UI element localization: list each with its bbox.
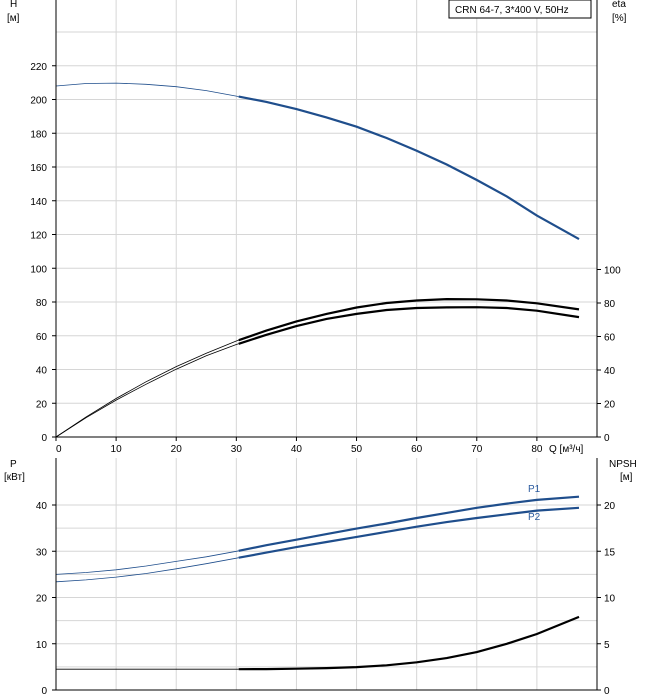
power-tick-label-3: 30 — [36, 547, 48, 558]
text-layer: CRN 64-7, 3*400 V, 50Hz H [м] eta [%] Q … — [4, 0, 637, 697]
flow-tick-label-4: 40 — [291, 444, 303, 455]
head-tick-label-1: 20 — [36, 399, 48, 410]
flow-tick-label-3: 30 — [231, 444, 243, 455]
eta-2-curve-extended — [55, 343, 239, 438]
eta-axis-unit: [%] — [612, 13, 627, 24]
power-tick-label-4: 40 — [36, 501, 48, 512]
title-box — [448, 0, 592, 19]
head-curve-extended — [55, 82, 239, 97]
eta-tick-label-3: 60 — [604, 333, 616, 344]
chart-title: CRN 64-7, 3*400 V, 50Hz — [455, 5, 569, 16]
npsh-tick-label-1: 5 — [604, 640, 610, 651]
flow-tick-label-5: 50 — [351, 444, 363, 455]
eta-tick-label-5: 100 — [604, 266, 621, 277]
power-axis-label: P — [10, 459, 17, 470]
eta-1-curve-operating — [238, 297, 580, 342]
npsh-axis-unit: [м] — [620, 472, 633, 483]
npsh-tick-label-4: 20 — [604, 501, 616, 512]
head-tick-label-3: 60 — [36, 332, 48, 343]
p1-series-label: P1 — [528, 484, 541, 495]
flow-tick-label-2: 20 — [171, 444, 183, 455]
grid-layer — [55, 0, 598, 691]
head-tick-label-6: 120 — [30, 231, 47, 242]
axis-layer — [52, 0, 601, 691]
p2-series-label: P2 — [528, 512, 541, 523]
head-tick-label-4: 80 — [36, 298, 48, 309]
power-tick-label-2: 20 — [36, 594, 48, 605]
eta-tick-label-0: 0 — [604, 433, 610, 444]
head-tick-label-7: 140 — [30, 197, 47, 208]
flow-tick-label-6: 60 — [411, 444, 423, 455]
power-axis-unit: [кВт] — [4, 472, 25, 483]
head-tick-label-2: 40 — [36, 366, 48, 377]
flow-axis-label: Q [м³/ч] — [549, 444, 584, 455]
flow-tick-label-1: 10 — [111, 444, 123, 455]
power-tick-label-1: 10 — [36, 640, 48, 651]
flow-tick-label-7: 70 — [471, 444, 483, 455]
p2-curve-operating — [238, 506, 580, 559]
power-tick-label-0: 0 — [41, 686, 47, 697]
npsh-tick-label-3: 15 — [604, 547, 616, 558]
p1-curve-extended — [55, 550, 239, 575]
flow-tick-label-8: 80 — [531, 444, 543, 455]
head-axis-unit: [м] — [7, 13, 20, 24]
npsh-tick-label-2: 10 — [604, 594, 616, 605]
eta-tick-label-1: 20 — [604, 400, 616, 411]
head-tick-label-9: 180 — [30, 129, 47, 140]
head-tick-label-0: 0 — [41, 433, 47, 444]
eta-tick-label-2: 40 — [604, 366, 616, 377]
eta-1-curve-extended — [55, 339, 239, 438]
eta-2-curve-operating — [238, 306, 580, 345]
npsh-axis-label: NPSH — [609, 459, 637, 470]
eta-axis-label: eta — [612, 0, 626, 10]
head-curve-operating — [238, 95, 580, 241]
head-axis-label: H — [10, 0, 17, 10]
head-tick-label-11: 220 — [30, 62, 47, 73]
head-tick-label-5: 100 — [30, 264, 47, 275]
eta-tick-label-4: 80 — [604, 299, 616, 310]
curve-layer — [55, 82, 580, 671]
npsh-tick-label-0: 0 — [604, 686, 610, 697]
head-tick-label-10: 200 — [30, 96, 47, 107]
p1-curve-operating — [238, 495, 580, 552]
npsh-curve-operating — [238, 615, 580, 671]
flow-tick-label-0: 0 — [56, 444, 62, 455]
head-tick-label-8: 160 — [30, 163, 47, 174]
p2-curve-extended — [55, 557, 239, 583]
